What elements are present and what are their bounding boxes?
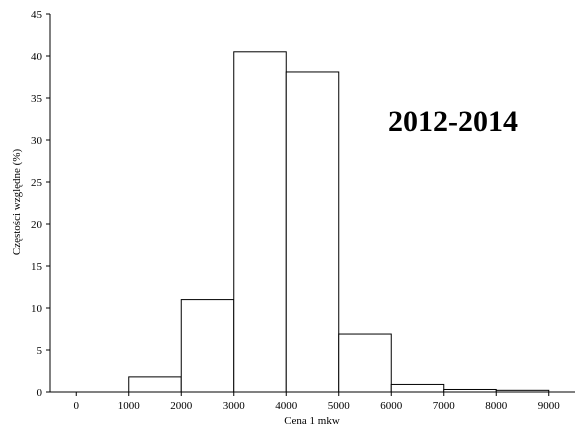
y-tick-label: 45 [31, 9, 43, 21]
x-axis-label: Cena 1 mkw [284, 415, 340, 427]
x-tick-label: 0 [74, 400, 80, 412]
y-tick-label: 30 [31, 135, 43, 147]
x-tick-label: 2000 [170, 400, 193, 412]
period-annotation: 2012-2014 [388, 105, 518, 138]
x-tick-label: 9000 [538, 400, 561, 412]
histogram-bar-4 [285, 71, 340, 393]
bars-group [128, 51, 550, 393]
x-tick-label: 5000 [328, 400, 351, 412]
histogram-bar-1 [128, 376, 182, 393]
x-tick-label: 3000 [223, 400, 246, 412]
y-tick-label: 5 [37, 345, 43, 357]
y-tick-label: 35 [31, 93, 43, 105]
x-tick-label: 8000 [485, 400, 508, 412]
x-tick-label: 7000 [433, 400, 456, 412]
y-tick-label: 25 [31, 177, 43, 189]
x-tick-label: 4000 [275, 400, 298, 412]
histogram-bar-6 [390, 383, 445, 393]
x-tick-label: 1000 [118, 400, 141, 412]
y-axis-label: Częstości względne (%) [11, 149, 23, 256]
y-tick-label: 15 [31, 261, 43, 273]
histogram-bar-5 [338, 333, 392, 393]
histogram-bar-2 [180, 299, 235, 393]
y-tick-label: 40 [31, 51, 43, 63]
y-tick-label: 10 [31, 303, 43, 315]
x-ticks: 0 1000 2000 3000 4000 5000 6000 7000 8000 9000 [74, 392, 561, 412]
y-tick-label: 20 [31, 219, 43, 231]
x-tick-label: 6000 [380, 400, 403, 412]
histogram-bar-3 [233, 51, 287, 393]
y-ticks: 0 5 10 15 20 25 30 35 40 45 [31, 9, 50, 399]
y-tick-label: 0 [37, 387, 43, 399]
